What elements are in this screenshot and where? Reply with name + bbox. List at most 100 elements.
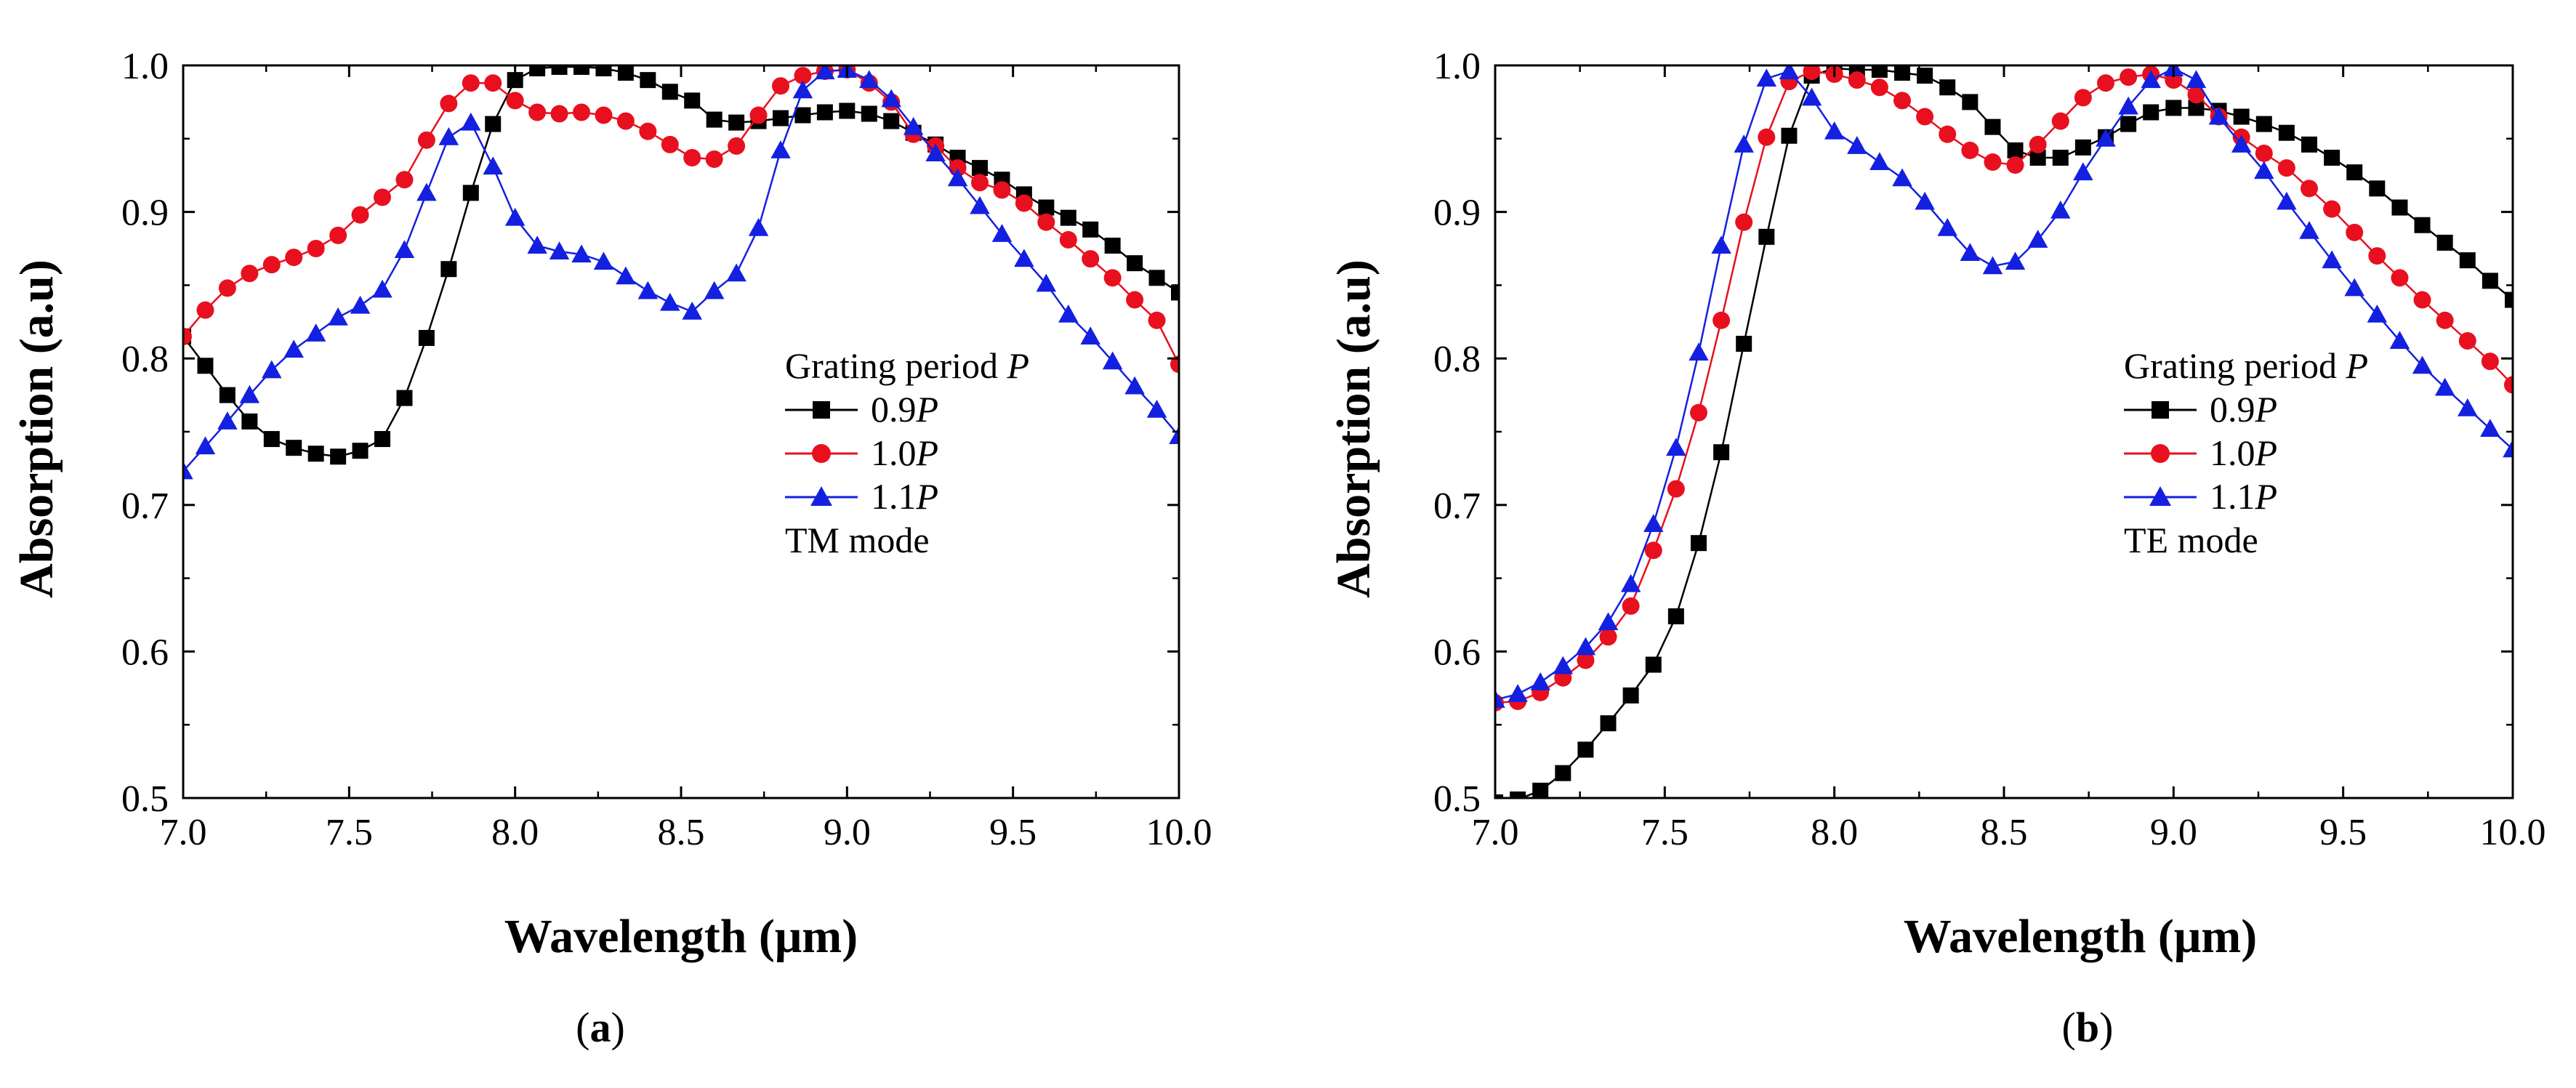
chart-a-series-1-point-14 [484,74,502,92]
chart-a-series-1-point-12 [440,94,458,113]
chart-b-series-1-point-7 [1644,541,1662,560]
chart-a-series-1-point-45 [1170,355,1179,374]
chart-a-series-0-point-9 [374,431,390,448]
chart-a-series-0-point-32 [883,113,900,129]
chart-b-series-2-point-28 [2118,96,2138,115]
chart-b-series-0-point-4 [1577,741,1594,758]
chart-a-legend-title: Grating period P [785,345,1029,386]
chart-a-xtick-label: 9.5 [989,812,1037,853]
chart-b-series-0-point-17 [1871,65,1888,78]
chart-a-series-1-point-2 [218,279,236,297]
chart-a-series-0-point-44 [1148,270,1165,286]
chart-b-series-0-point-40 [2391,199,2408,216]
chart-a-series-1-line [183,68,1179,365]
chart-a-xlabel: Wavelength (μm) [504,910,858,963]
chart-b-series-0-point-39 [2369,180,2386,197]
chart-a-series-1-point-9 [374,188,391,206]
chart-a-series-0-point-3 [241,413,258,430]
chart-b-series-1-point-40 [2391,269,2409,287]
chart-b-series-0-point-5 [1600,715,1617,732]
chart-b-series-0-point-41 [2414,217,2431,233]
chart-a-series-0-point-5 [286,440,302,456]
chart-a-series-0-point-39 [1038,199,1055,216]
chart-b-series-0-point-11 [1736,336,1752,352]
chart-a-ytick-label: 0.6 [121,632,169,673]
chart-b-svg: 7.0 7.5 8.0 8.5 9.0 9.5 10.0 0.5 0.6 0.7 0.8 0.9 1.0… [1327,46,2546,963]
chart-b-xtick-label: 8.5 [1981,812,2028,853]
chart-a-legend-label-1: 1.0P [871,432,938,473]
chart-a-series-1-point-8 [351,206,369,224]
chart-b-series-2-point-18 [1892,168,1912,187]
chart-b-series-2-point-42 [2434,377,2455,396]
chart-a-series-2-point-14 [483,156,503,175]
chart-b-series-2-point-27 [2096,129,2116,147]
chart-a-xtick-label: 7.0 [160,812,207,853]
chart-a-series-1-point-5 [285,249,303,267]
chart-b-xtick-label: 7.5 [1641,812,1689,853]
chart-b-series-1-point-37 [2323,200,2341,218]
chart-b-series-0-point-6 [1622,687,1639,704]
chart-a-series-1-point-20 [616,112,635,130]
chart-b-ytick-label: 0.9 [1433,193,1481,234]
chart-b-series-2-point-31 [2186,70,2207,89]
chart-a-series-0-point-29 [816,104,833,121]
chart-a-ytick-label: 0.5 [121,778,169,820]
chart-a-series-0-point-12 [440,261,457,278]
chart-b-ytick-label: 0.6 [1433,632,1481,673]
chart-b-series-1-line [1495,70,2513,704]
chart-a-series-0-point-40 [1060,209,1076,226]
chart-a-series-2-point-32 [881,89,901,108]
chart-b-series-1-point-18 [1893,92,1911,110]
chart-a-series-2-point-4 [262,360,282,379]
chart-b-series-0-point-18 [1894,65,1910,81]
chart-b-series-1-point-11 [1735,213,1753,231]
chart-a-series-2-point-6 [305,323,326,342]
chart-b-series-1-point-26 [2074,89,2092,107]
chart-b-series-1-point-9 [1690,403,1707,422]
chart-a-series-0-point-41 [1082,221,1099,238]
chart-a-series-2-point-3 [239,384,260,403]
chart-b-legend-label-2: 1.1P [2210,476,2277,517]
chart-a-series-2-point-28 [792,80,813,99]
chart-b-series-1-point-19 [1916,108,1934,126]
chart-b-legend-marker-0 [2152,401,2169,419]
chart-a-series-0-point-23 [684,92,701,109]
chart-a-series-2-point-38 [1014,249,1034,267]
chart-a-series-1-point-37 [993,181,1011,199]
chart-b-series-0-point-42 [2436,234,2453,251]
chart-a-series-2-point-31 [859,70,880,89]
chart-a-series-1-point-15 [506,92,524,110]
chart-b-series-2-point-37 [2322,250,2342,269]
chart-b-series-0-point-45 [2505,291,2513,308]
chart-b-series-2-point-3 [1553,656,1574,674]
chart-a-series-1-point-0 [183,327,192,345]
chart-b-series-2-point-17 [1869,152,1890,171]
chart-b-legend-label-0: 0.9P [2210,389,2277,430]
chart-b-series-0-point-0 [1495,794,1503,798]
chart-b-series-1-point-5 [1599,628,1617,646]
chart-b-series-0-point-21 [1962,94,1979,110]
chart-b-series-0-point-8 [1667,608,1684,625]
chart-b-series-0-point-9 [1691,535,1707,552]
chart-b-series-2-point-33 [2231,134,2252,153]
chart-a-series-1-point-42 [1103,269,1122,287]
chart-a-series-0-point-18 [573,65,589,76]
chart-a-series-0-point-42 [1104,237,1121,254]
chart-a-series-0-point-15 [507,72,523,89]
chart-a-series-0-point-17 [551,65,568,76]
chart-a-series-2-point-37 [991,224,1013,242]
chart-b-series-2-point-23 [2005,251,2026,270]
chart-a-series-2-point-29 [815,65,835,80]
chart-a-series-2-point-22 [660,292,680,311]
chart-b-series-2-point-39 [2367,304,2388,323]
chart-a-series-2-point-0 [183,461,193,480]
chart-b-legend-marker-1 [2151,444,2170,463]
chart-b-series-2-point-22 [1982,256,2003,275]
chart-b-series-0-point-1 [1510,791,1526,798]
chart-a-ylabel: Absorption (a.u) [10,259,63,598]
chart-a-series-0-point-14 [485,116,502,132]
chart-b-series-1-point-24 [2029,135,2047,153]
chart-a-series-0-line [183,65,1179,458]
chart-a-series-2-point-25 [726,263,746,282]
chart-a-ytick-label: 0.7 [121,485,169,527]
